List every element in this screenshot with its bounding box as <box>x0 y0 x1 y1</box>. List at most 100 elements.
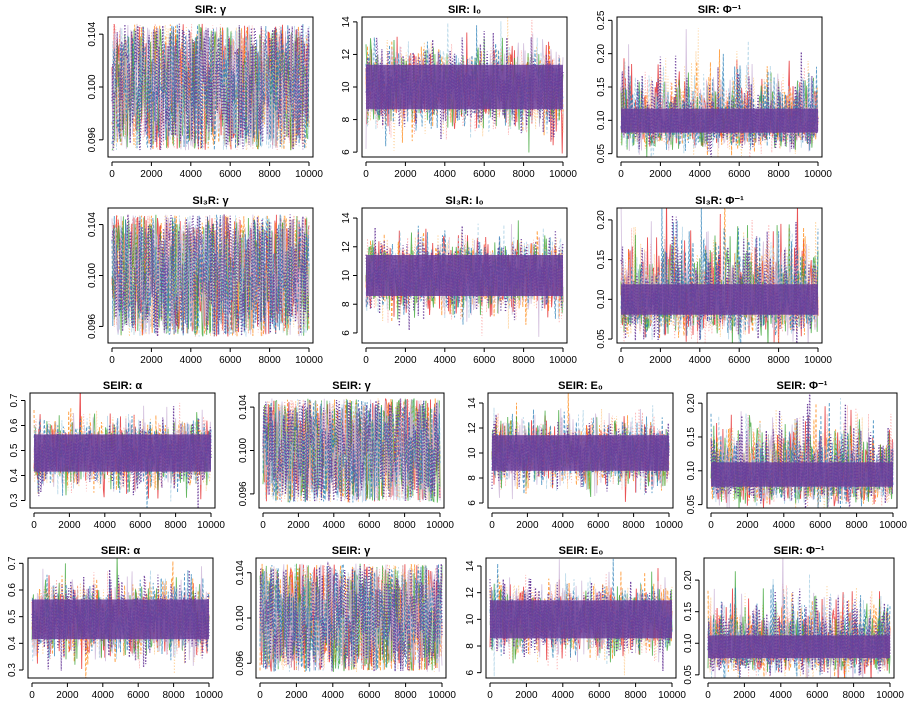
y-tick-label: 0.4 <box>7 636 18 650</box>
x-tick-label: 2000 <box>394 355 417 366</box>
panel-title: SIR: I₀ <box>448 4 481 16</box>
x-tick-label: 4000 <box>92 690 115 701</box>
chain-1-trace <box>262 398 441 503</box>
y-tick-label: 0.20 <box>596 43 607 63</box>
x-tick-label: 8000 <box>767 355 790 366</box>
x-tick-label: 8000 <box>258 355 281 366</box>
x-tick-label: 6000 <box>588 690 611 701</box>
x-tick-label: 6000 <box>129 520 152 531</box>
chain-density-band <box>32 599 209 640</box>
chain-density-band <box>492 435 669 471</box>
chain-4-trace <box>710 409 894 508</box>
plot-frame <box>703 557 895 679</box>
y-tick-label: 0.6 <box>9 418 20 432</box>
x-tick-label: 10000 <box>655 520 683 531</box>
trace-lines <box>707 558 891 678</box>
trace-panel-p7: SEIR: α 0 2000 4000 6000 8000 10000 0.3 0.4 0.5 0.… <box>9 380 225 531</box>
y-tick-label: 0.5 <box>9 443 20 457</box>
x-tick-label: 0 <box>708 520 714 531</box>
x-tick-label: 2000 <box>394 169 417 180</box>
x-tick-label: 0 <box>363 355 369 366</box>
panel-title: SEIR: α <box>101 545 140 557</box>
chain-density-band <box>366 255 563 296</box>
y-tick-label: 0.05 <box>683 665 694 685</box>
chain-9-trace <box>111 23 310 151</box>
x-tick-label: 8000 <box>394 690 417 701</box>
chain-7-trace <box>489 573 673 671</box>
x-tick-label: 10000 <box>549 169 577 180</box>
x-tick-label: 6000 <box>473 355 496 366</box>
y-tick-label: 14 <box>341 16 352 28</box>
trace-panel-p14: SEIR: Φ⁻¹ 0 2000 4000 6000 8000 10000 0.05 0.10 0… <box>683 545 904 701</box>
x-tick-label: 10000 <box>295 169 323 180</box>
y-tick-label: 12 <box>467 422 478 434</box>
x-tick-label: 4000 <box>322 690 345 701</box>
panel-title: SEIR: E₀ <box>559 545 604 557</box>
x-tick-label: 4000 <box>434 169 457 180</box>
trace-panel-p1: SIR: γ 0 2000 4000 6000 8000 10000 0.096 0.100 0.… <box>87 4 323 180</box>
x-tick-label: 8000 <box>512 355 535 366</box>
y-tick-label: 0.100 <box>238 438 249 463</box>
x-tick-label: 6000 <box>219 169 242 180</box>
x-tick-label: 2000 <box>140 355 163 366</box>
y-tick-label: 0.15 <box>596 77 607 97</box>
y-tick-label: 6 <box>341 330 352 336</box>
y-tick-label: 0.25 <box>596 10 607 30</box>
trace-lines <box>620 27 819 157</box>
x-tick-label: 10000 <box>879 520 907 531</box>
x-tick-label: 4000 <box>94 520 117 531</box>
chain-4-trace <box>111 214 310 337</box>
x-tick-label: 10000 <box>428 690 456 701</box>
x-tick-label: 2000 <box>736 520 759 531</box>
x-tick-label: 0 <box>489 520 495 531</box>
x-tick-label: 6000 <box>473 169 496 180</box>
x-tick-label: 0 <box>109 355 115 366</box>
x-tick-label: 4000 <box>770 690 793 701</box>
x-tick-label: 8000 <box>845 520 868 531</box>
x-tick-label: 8000 <box>164 520 187 531</box>
trace-panel-p9: SEIR: E₀ 0 2000 4000 6000 8000 10000 6 8 10 12 14 <box>467 380 683 531</box>
x-tick-label: 2000 <box>733 690 756 701</box>
x-tick-label: 0 <box>487 690 493 701</box>
y-tick-label: 0.20 <box>683 570 694 590</box>
chain-8-trace <box>262 398 441 502</box>
x-tick-label: 4000 <box>180 169 203 180</box>
chain-8-trace <box>111 214 310 337</box>
y-tick-label: 0.15 <box>683 602 694 622</box>
y-tick-label: 14 <box>467 397 478 409</box>
plot-frame <box>616 207 823 344</box>
x-tick-label: 6000 <box>219 355 242 366</box>
y-tick-label: 0.7 <box>9 393 20 407</box>
y-tick-label: 0.104 <box>87 21 98 46</box>
y-tick-label: 0.096 <box>87 313 98 338</box>
y-tick-label: 0.100 <box>235 605 246 630</box>
trace-panel-p13: SEIR: E₀ 0 2000 4000 6000 8000 10000 6 8 10 12 14 <box>465 545 686 701</box>
x-tick-label: 10000 <box>549 355 577 366</box>
y-tick-label: 8 <box>341 301 352 307</box>
trace-lines <box>111 23 310 152</box>
x-tick-label: 2000 <box>515 690 538 701</box>
y-tick-label: 0.6 <box>7 583 18 597</box>
x-tick-label: 2000 <box>287 520 310 531</box>
x-tick-label: 4000 <box>434 355 457 366</box>
trace-lines <box>31 558 210 678</box>
x-tick-label: 2000 <box>56 690 79 701</box>
panel-title: SEIR: γ <box>332 545 371 557</box>
x-tick-label: 4000 <box>552 690 575 701</box>
y-tick-label: 0.100 <box>87 263 98 288</box>
chain-1-trace <box>111 214 310 337</box>
trace-lines <box>365 17 564 154</box>
y-tick-label: 0.3 <box>7 663 18 677</box>
panel-title: SEIR: E₀ <box>558 380 603 392</box>
x-tick-label: 0 <box>618 355 624 366</box>
plot-frame <box>255 557 447 679</box>
x-tick-label: 0 <box>31 520 37 531</box>
y-tick-label: 12 <box>341 241 352 253</box>
x-tick-label: 0 <box>109 169 115 180</box>
x-tick-label: 10000 <box>876 690 904 701</box>
plot-frame <box>361 16 568 158</box>
y-tick-label: 0.096 <box>87 127 98 152</box>
x-tick-label: 0 <box>363 169 369 180</box>
trace-panel-p6: SI₃R: Φ⁻¹ 0 2000 4000 6000 8000 10000 0.05 0.10 0… <box>596 195 832 366</box>
